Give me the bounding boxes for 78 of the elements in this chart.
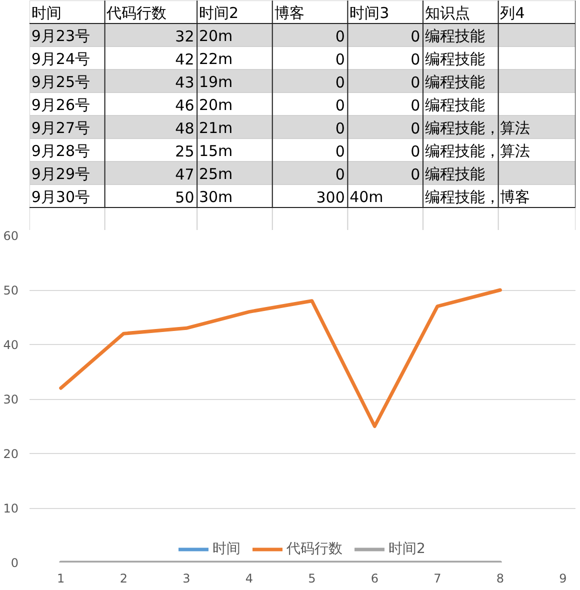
text: 时间2 [198,4,238,22]
text: 时间 [31,4,62,22]
y-tick-label: 60 [3,229,19,243]
text: 25m [198,165,233,183]
text: 0 [335,28,345,46]
text: 0 [335,50,345,68]
text: 9月28号 [31,142,90,160]
text: 48 [175,120,194,138]
y-tick-label: 10 [3,502,19,516]
x-tick-label: 9 [559,572,567,586]
text: 0 [410,50,420,68]
text: 9月26号 [31,96,90,114]
text: 博客 [274,4,304,22]
text: 算法 [500,142,530,160]
x-tick-label: 5 [308,572,316,586]
text: 代码行数 [106,4,167,22]
text: 列4 [500,4,525,22]
y-tick-label: 30 [3,392,19,406]
legend-label: 代码行数 [286,540,343,558]
text: 算法 [500,119,530,137]
text: 30m [198,188,233,206]
legend-label: 时间 [212,540,241,558]
text: 编程技能 [424,165,485,183]
x-tick-label: 6 [370,572,378,586]
text: 32 [175,28,194,46]
x-tick-label: 2 [120,572,128,586]
y-tick-label: 40 [3,338,19,352]
text: 43 [175,74,194,92]
text: 50 [175,188,194,206]
text: 0 [410,74,420,92]
text: 编程技能 [424,96,485,114]
text: 0 [335,120,345,138]
text: 知识点 [424,4,470,22]
text: 编程技能 [424,73,485,91]
text: 0 [410,120,420,138]
text: 9月25号 [31,73,90,91]
x-tick-label: 8 [496,572,504,586]
text: 9月29号 [31,165,90,183]
text: 300 [316,188,345,206]
text: 编程技能 [424,50,485,68]
x-tick-label: 1 [57,572,65,586]
text: 0 [335,96,345,114]
text: 博客 [500,188,530,206]
text: 9月24号 [31,50,90,68]
x-tick-label: 7 [434,572,442,586]
text: 时间3 [350,4,390,22]
text: 0 [335,142,345,160]
text: 0 [410,166,420,184]
text: 46 [175,96,194,114]
y-tick-label: 20 [3,447,19,461]
text: 编程技能， [424,188,500,206]
text: 47 [175,166,194,184]
text: 42 [175,50,194,68]
x-tick-label: 4 [245,572,253,586]
text: 15m [198,142,233,160]
text: 0 [335,74,345,92]
text: 9月30号 [31,188,90,206]
line-series [59,288,502,428]
text: 9月27号 [31,119,90,137]
text: 25 [175,142,194,160]
text: 0 [410,96,420,114]
text: 0 [410,142,420,160]
text: 0 [335,166,345,184]
x-tick-label: 3 [182,572,190,586]
text: 21m [198,119,233,137]
text: 20m [198,27,233,45]
text: 9月23号 [31,27,90,45]
text: 编程技能， [424,142,500,160]
text: 编程技能， [424,119,500,137]
text: 编程技能 [424,27,485,45]
y-tick-label: 50 [3,284,19,298]
text: 22m [198,50,233,68]
text: 20m [198,96,233,114]
y-tick-label: 0 [10,556,19,570]
text: 19m [198,73,233,91]
legend-label: 时间2 [388,540,426,558]
text: 0 [410,28,420,46]
text: 40m [350,188,384,206]
